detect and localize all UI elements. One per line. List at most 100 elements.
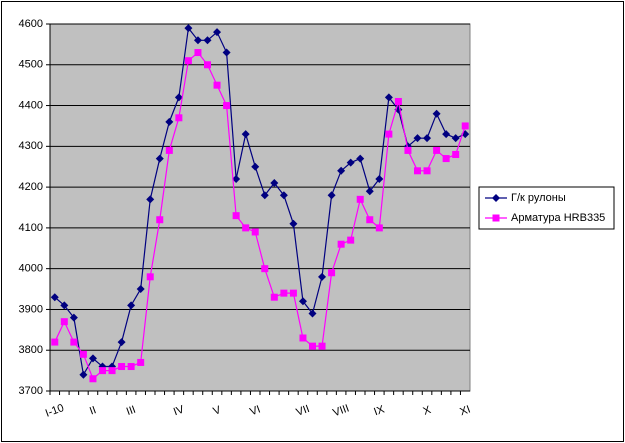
point-marker	[156, 216, 164, 224]
point-marker	[213, 28, 222, 37]
point-marker	[118, 363, 126, 371]
y-tick-label: 4200	[19, 181, 43, 193]
point-marker	[318, 272, 327, 281]
x-tick-label: IV	[172, 403, 186, 418]
y-tick-label: 4300	[19, 140, 43, 152]
point-marker	[165, 117, 174, 126]
point-marker	[423, 167, 431, 175]
point-marker	[337, 240, 345, 248]
legend-label: Г/к рулоны	[511, 192, 566, 204]
point-marker	[232, 174, 241, 183]
point-marker	[280, 289, 288, 297]
point-marker	[452, 150, 460, 158]
point-marker	[299, 334, 307, 342]
x-tick-label: V	[212, 404, 224, 418]
x-tick-label: X	[422, 404, 434, 418]
point-marker	[356, 154, 365, 163]
x-tick-label: VIII	[331, 402, 351, 419]
point-marker	[375, 224, 383, 232]
point-marker	[270, 293, 278, 301]
point-marker	[414, 167, 421, 175]
legend-marker	[492, 194, 500, 202]
point-marker	[365, 187, 374, 196]
point-marker	[289, 289, 297, 297]
point-marker	[204, 61, 211, 69]
point-marker	[89, 375, 97, 383]
point-marker	[146, 273, 154, 281]
y-tick-label: 3900	[19, 303, 43, 315]
x-tick-label: VI	[248, 403, 262, 418]
point-marker	[251, 228, 259, 236]
point-marker	[88, 354, 97, 363]
point-marker	[241, 130, 250, 139]
point-marker	[213, 81, 221, 89]
point-marker	[108, 367, 116, 375]
point-marker	[423, 134, 432, 143]
x-tick-label: III	[125, 404, 138, 418]
point-marker	[50, 293, 59, 302]
point-marker	[222, 48, 231, 57]
point-marker	[165, 146, 173, 154]
point-marker	[194, 49, 202, 57]
point-marker	[432, 109, 441, 118]
y-tick-label: 4000	[19, 263, 43, 275]
point-marker	[155, 154, 164, 163]
legend-box	[478, 186, 615, 230]
y-tick-label: 4100	[19, 222, 43, 234]
point-marker	[232, 212, 240, 220]
y-tick-label: 4400	[19, 99, 43, 111]
point-marker	[60, 318, 68, 326]
point-marker	[79, 370, 88, 379]
point-marker	[193, 36, 202, 45]
point-marker	[260, 191, 269, 200]
point-marker	[404, 146, 412, 154]
point-marker	[51, 338, 59, 346]
point-marker	[270, 179, 279, 188]
x-tick-label: VII	[295, 403, 312, 419]
point-marker	[442, 130, 451, 139]
point-marker	[146, 195, 155, 204]
point-marker	[242, 224, 250, 232]
point-marker	[127, 301, 136, 310]
point-marker	[309, 342, 316, 350]
point-marker	[433, 146, 441, 154]
point-marker	[60, 301, 69, 310]
point-marker	[251, 162, 260, 171]
point-marker	[175, 114, 183, 122]
point-marker	[356, 195, 364, 203]
point-marker	[69, 313, 78, 322]
y-tick-label: 4600	[19, 18, 43, 30]
point-marker	[327, 191, 336, 200]
point-marker	[385, 130, 393, 138]
point-marker	[136, 285, 145, 294]
point-marker	[261, 265, 269, 273]
point-marker	[366, 216, 374, 224]
y-tick-label: 4500	[19, 59, 43, 71]
point-marker	[337, 166, 346, 175]
point-marker	[308, 309, 317, 318]
y-tick-label: 3800	[19, 344, 43, 356]
point-marker	[384, 93, 393, 102]
point-marker	[137, 358, 145, 366]
point-marker	[347, 236, 355, 244]
point-marker	[174, 93, 183, 102]
point-marker	[203, 36, 212, 45]
x-tick-label: II	[88, 404, 98, 417]
point-marker	[298, 297, 307, 306]
point-marker	[223, 102, 231, 110]
point-marker	[279, 191, 288, 200]
point-marker	[461, 122, 469, 130]
point-marker	[328, 269, 336, 277]
point-marker	[79, 350, 87, 358]
x-tick-label: XI	[458, 403, 472, 418]
point-marker	[346, 158, 355, 167]
point-marker	[127, 363, 135, 371]
point-marker	[394, 97, 402, 105]
point-marker	[70, 338, 78, 346]
point-marker	[375, 174, 384, 183]
y-tick-label: 3700	[19, 385, 43, 397]
point-marker	[184, 57, 192, 65]
x-tick-label: IX	[372, 403, 386, 418]
point-marker	[117, 338, 126, 347]
